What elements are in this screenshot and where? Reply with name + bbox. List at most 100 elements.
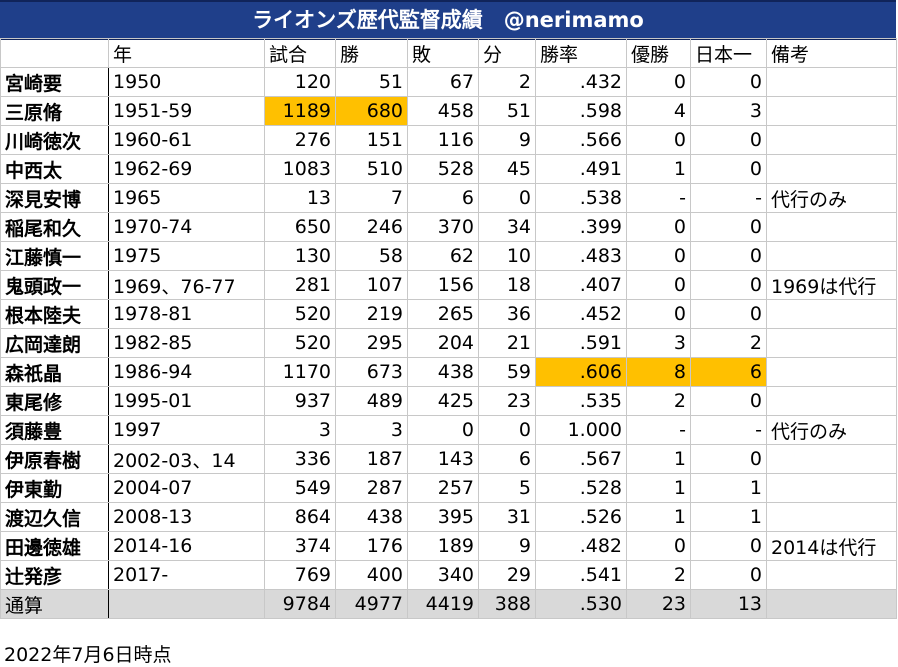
cell-draws: 6 <box>478 444 536 474</box>
as-of-date-note: 2022年7月6日時点 <box>4 644 172 666</box>
header-manager-name <box>0 38 109 68</box>
cell-win-pct: .452 <box>535 299 627 329</box>
cell-years: 1978-81 <box>108 299 265 329</box>
cell-manager-name: 川崎徳次 <box>0 125 109 155</box>
cell-wins: 107 <box>335 270 408 300</box>
cell-draws: 18 <box>478 270 536 300</box>
cell-pennants: 4 <box>626 96 691 126</box>
table-row: 江藤慎一 1975 130 58 62 10.483 0 0 <box>0 241 897 271</box>
cell-losses: 425 <box>407 386 479 416</box>
cell-games: 281 <box>264 270 336 300</box>
cell-win-pct: .566 <box>535 125 627 155</box>
cell-losses: 528 <box>407 154 479 184</box>
table-row: 田邊徳雄 2014-16 374 176 189 9.482 0 0 2014は代行 <box>0 531 897 561</box>
cell-games: 549 <box>264 473 336 503</box>
header-draws: 分 <box>478 38 536 68</box>
cell-draws: 34 <box>478 212 536 242</box>
cell-draws: 0 <box>478 415 536 445</box>
cell-games: 13 <box>264 183 336 213</box>
cell-losses: 6 <box>407 183 479 213</box>
cell-manager-name: 須藤豊 <box>0 415 109 445</box>
cell-pennants: 0 <box>626 270 691 300</box>
table-row: 東尾修 1995-01 937 489 425 23.535 2 0 <box>0 386 897 416</box>
cell-pennants: 2 <box>626 386 691 416</box>
cell-pennants: - <box>626 183 691 213</box>
cell-notes <box>766 96 897 126</box>
cell-manager-name: 鬼頭政一 <box>0 270 109 300</box>
cell-losses: 438 <box>407 357 479 387</box>
cell-manager-name: 辻発彦 <box>0 560 109 590</box>
cell-win-pct: .526 <box>535 502 627 532</box>
cell-win-pct: .528 <box>535 473 627 503</box>
cell-notes: 1969は代行 <box>766 270 897 300</box>
cell-years: 1970-74 <box>108 212 265 242</box>
cell-games: 769 <box>264 560 336 590</box>
cell-games: 864 <box>264 502 336 532</box>
cell-win-pct: .535 <box>535 386 627 416</box>
cell-win-pct: .482 <box>535 531 627 561</box>
cell-japan-series: 1 <box>690 473 767 503</box>
cell-manager-name: 広岡達朗 <box>0 328 109 358</box>
table-row: 伊原春樹 2002-03、14 336 187 143 6.567 1 0 <box>0 444 897 474</box>
cell-losses: 189 <box>407 531 479 561</box>
cell-losses: 458 <box>407 96 479 126</box>
header-win-pct: 勝率 <box>535 38 627 68</box>
cell-losses: 67 <box>407 67 479 97</box>
cell-win-pct: .598 <box>535 96 627 126</box>
cell-losses: 143 <box>407 444 479 474</box>
table-row: 広岡達朗 1982-85 520 295 204 21.591 3 2 <box>0 328 897 358</box>
cell-games: 374 <box>264 531 336 561</box>
cell-losses: 370 <box>407 212 479 242</box>
header-notes: 備考 <box>766 38 897 68</box>
cell-manager-name: 田邊徳雄 <box>0 531 109 561</box>
cell-draws: 21 <box>478 328 536 358</box>
cell-win-pct: .491 <box>535 154 627 184</box>
table-row: 鬼頭政一 1969、76-77 281 107 156 18.407 0 0 1969は代行 <box>0 270 897 300</box>
table-row: 伊東勤 2004-07 549 287 257 5.528 1 1 <box>0 473 897 503</box>
cell-wins: 3 <box>335 415 408 445</box>
cell-wins: 219 <box>335 299 408 329</box>
cell-notes <box>766 299 897 329</box>
cell-wins: 246 <box>335 212 408 242</box>
manager-stats-table: 年試合勝敗分勝率 優勝 日本一 備考 宮崎要 1950 120 51 67 2.432 0 0 三原脩 1… <box>0 38 897 619</box>
cell-japan-series: 13 <box>690 589 767 619</box>
cell-draws: 10 <box>478 241 536 271</box>
cell-manager-name: 通算 <box>0 589 109 619</box>
cell-games: 3 <box>264 415 336 445</box>
cell-wins: 510 <box>335 154 408 184</box>
cell-notes <box>766 328 897 358</box>
cell-draws: 51 <box>478 96 536 126</box>
cell-manager-name: 稲尾和久 <box>0 212 109 242</box>
header-games: 試合 <box>264 38 336 68</box>
cell-japan-series: 0 <box>690 67 767 97</box>
cell-years: 1995-01 <box>108 386 265 416</box>
cell-draws: 23 <box>478 386 536 416</box>
cell-win-pct: 1.000 <box>535 415 627 445</box>
cell-pennants: 23 <box>626 589 691 619</box>
table-body: 年試合勝敗分勝率 優勝 日本一 備考 宮崎要 1950 120 51 67 2.432 0 0 三原脩 1… <box>0 38 897 619</box>
table-row: 三原脩 1951-59 1189 680 458 51.598 4 3 <box>0 96 897 126</box>
cell-pennants: - <box>626 415 691 445</box>
cell-games: 1083 <box>264 154 336 184</box>
cell-notes <box>766 560 897 590</box>
cell-pennants: 2 <box>626 560 691 590</box>
cell-notes <box>766 386 897 416</box>
table-row: 辻発彦 2017- 769 400 340 29.541 2 0 <box>0 560 897 590</box>
cell-japan-series: 0 <box>690 212 767 242</box>
total-row: 通算 9784 4977 4419 388.530 23 13 <box>0 589 897 619</box>
cell-manager-name: 伊東勤 <box>0 473 109 503</box>
table-row: 渡辺久信 2008-13 864 438 395 31.526 1 1 <box>0 502 897 532</box>
cell-manager-name: 中西太 <box>0 154 109 184</box>
table-row: 川崎徳次 1960-61 276 151 116 9.566 0 0 <box>0 125 897 155</box>
cell-notes <box>766 67 897 97</box>
cell-games: 130 <box>264 241 336 271</box>
cell-win-pct: .538 <box>535 183 627 213</box>
cell-wins: 7 <box>335 183 408 213</box>
cell-japan-series: 0 <box>690 154 767 184</box>
cell-years: 2004-07 <box>108 473 265 503</box>
cell-years: 2008-13 <box>108 502 265 532</box>
cell-games: 520 <box>264 328 336 358</box>
cell-pennants: 1 <box>626 473 691 503</box>
cell-notes <box>766 241 897 271</box>
cell-japan-series: 0 <box>690 241 767 271</box>
